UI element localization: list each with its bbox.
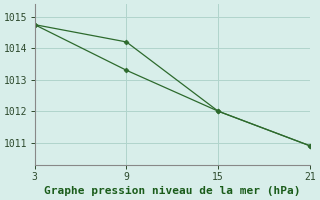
X-axis label: Graphe pression niveau de la mer (hPa): Graphe pression niveau de la mer (hPa) [44, 186, 300, 196]
